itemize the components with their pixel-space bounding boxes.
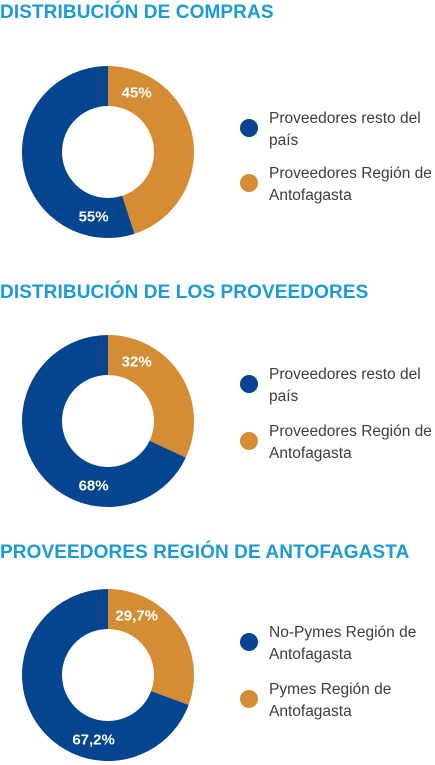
- donut-slice-blue: [21, 66, 135, 239]
- donut-chart: 32% 68%: [21, 335, 194, 507]
- donut-chart: 45% 55%: [21, 66, 194, 239]
- legend-dot-blue: [240, 119, 258, 137]
- data-label-orange: 32%: [122, 354, 152, 371]
- data-label-blue: 68%: [79, 477, 109, 494]
- legend-label: Proveedores resto del país: [269, 366, 421, 405]
- chart-title: PROVEEDORES REGIÓN DE ANTOFAGASTA: [0, 542, 410, 563]
- data-label-blue: 55%: [79, 208, 109, 225]
- donut-slice-orange: [108, 66, 194, 234]
- legend-dot-blue: [240, 633, 258, 651]
- legend-dot-orange: [240, 174, 258, 192]
- legend-dot-orange: [240, 432, 258, 450]
- donut-slice-orange: [108, 335, 194, 458]
- legend-label: Proveedores Región de Antofagasta: [269, 165, 432, 204]
- legend-label: Proveedores Región de Antofagasta: [269, 423, 432, 462]
- legend-dot-orange: [240, 690, 258, 708]
- legend-label: Pymes Región de Antofagasta: [269, 681, 392, 720]
- donut-chart: 29,7% 67,2%: [22, 589, 194, 761]
- data-label-orange: 29,7%: [115, 608, 158, 625]
- chart-antofagasta: PROVEEDORES REGIÓN DE ANTOFAGASTA 29,7% 6…: [0, 530, 435, 761]
- legend-dot-blue: [240, 375, 258, 393]
- chart-proveedores: DISTRIBUCIÓN DE LOS PROVEEDORES 32% 68% P…: [0, 270, 435, 520]
- chart-title: DISTRIBUCIÓN DE COMPRAS: [0, 2, 274, 23]
- legend-label: Proveedores resto del país: [269, 110, 421, 149]
- data-label-blue: 67,2%: [72, 731, 115, 748]
- chart-compras: DISTRIBUCIÓN DE COMPRAS 45% 55% Proveedor…: [0, 0, 435, 250]
- donut-slice-orange: [108, 589, 194, 705]
- donut-slice-blue: [22, 589, 189, 761]
- donut-slice-blue: [21, 335, 186, 507]
- data-label-orange: 45%: [122, 85, 152, 102]
- legend-label: No-Pymes Región de Antofagasta: [269, 624, 417, 663]
- chart-title: DISTRIBUCIÓN DE LOS PROVEEDORES: [0, 282, 369, 303]
